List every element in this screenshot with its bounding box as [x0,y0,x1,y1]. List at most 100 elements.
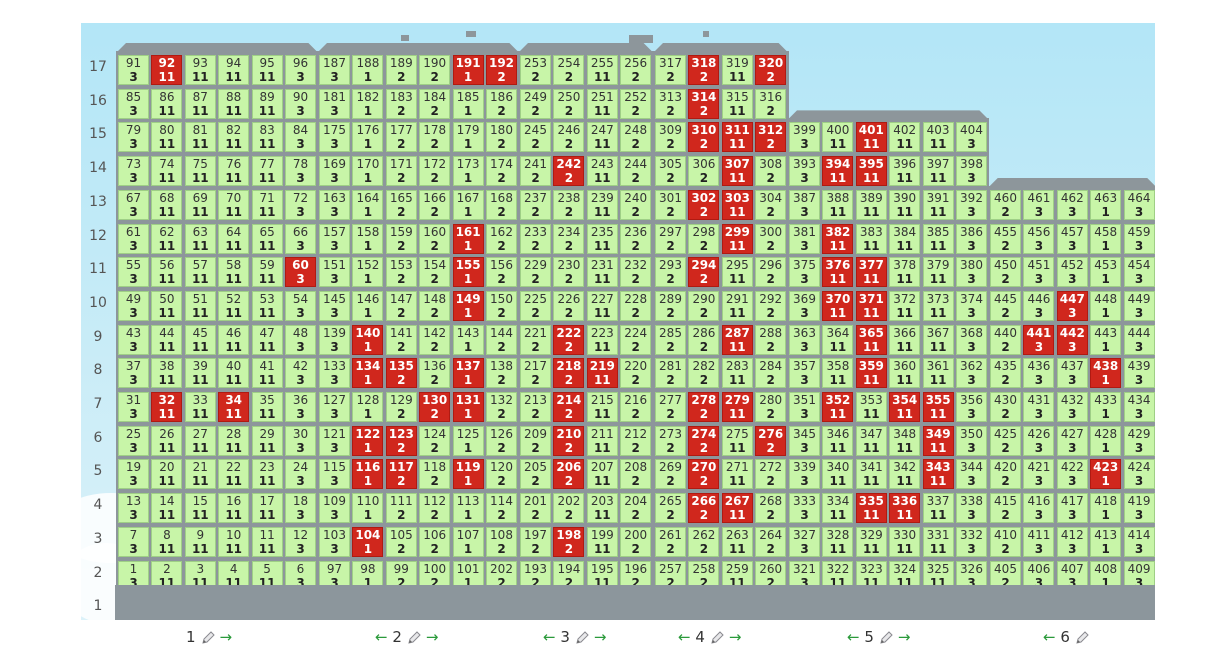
apartment-cell[interactable]: 404 3 [956,122,987,153]
apartment-cell[interactable]: 212 2 [620,425,652,456]
apartment-cell[interactable]: 391 11 [922,189,954,220]
apartment-cell[interactable]: 8 11 [151,526,183,557]
apartment-cell[interactable]: 430 2 [990,392,1021,422]
apartment-cell[interactable]: 345 3 [789,425,820,456]
apartment-cell[interactable]: 152 1 [352,257,384,288]
apartment-cell[interactable]: 48 3 [285,324,316,355]
apartment-cell[interactable]: 433 1 [1090,392,1122,422]
apartment-cell[interactable]: 71 11 [251,189,283,220]
apartment-cell[interactable]: 217 2 [520,358,551,389]
apartment-cell[interactable]: 179 1 [452,122,484,153]
apartment-cell[interactable]: 154 2 [419,257,451,288]
apartment-cell[interactable]: 113 1 [452,493,484,524]
apartment-cell[interactable]: 163 3 [319,189,350,220]
apartment-cell[interactable]: 339 3 [789,459,820,490]
apartment-cell[interactable]: 277 2 [655,392,686,422]
apartment-cell[interactable]: 328 11 [822,526,854,557]
apartment-cell[interactable]: 243 11 [586,156,618,187]
apartment-cell[interactable]: 308 2 [755,156,787,187]
apartment-cell[interactable]: 60 3 [285,257,316,288]
apartment-cell[interactable]: 216 2 [620,392,652,422]
apartment-cell[interactable]: 38 11 [151,358,183,389]
apartment-cell[interactable]: 67 3 [118,189,149,220]
apartment-cell[interactable]: 141 2 [385,324,417,355]
apartment-cell[interactable]: 139 3 [319,324,350,355]
prev-section-arrow[interactable]: ← [375,628,388,646]
next-section-arrow[interactable]: → [897,628,911,646]
apartment-cell[interactable]: 213 2 [520,392,551,422]
apartment-cell[interactable]: 200 2 [620,526,652,557]
apartment-cell[interactable]: 24 3 [285,459,316,490]
apartment-cell[interactable]: 337 11 [922,493,954,524]
apartment-cell[interactable]: 204 2 [620,493,652,524]
apartment-cell[interactable]: 464 3 [1123,189,1155,220]
apartment-cell[interactable]: 115 3 [319,459,350,490]
pencil-icon[interactable] [878,630,894,646]
apartment-cell[interactable]: 47 11 [251,324,283,355]
apartment-cell[interactable]: 184 2 [419,88,451,119]
apartment-cell[interactable]: 46 11 [218,324,250,355]
apartment-cell[interactable]: 103 3 [319,526,350,557]
apartment-cell[interactable]: 375 3 [789,257,820,288]
apartment-cell[interactable]: 77 11 [251,156,283,187]
apartment-cell[interactable]: 340 11 [822,459,854,490]
apartment-cell[interactable]: 14 11 [151,493,183,524]
pencil-icon[interactable] [406,630,422,646]
apartment-cell[interactable]: 237 2 [520,189,551,220]
apartment-cell[interactable]: 127 3 [319,392,350,422]
apartment-cell[interactable]: 54 3 [285,290,316,321]
apartment-cell[interactable]: 360 11 [889,358,921,389]
pencil-icon[interactable] [709,630,725,646]
apartment-cell[interactable]: 448 1 [1090,290,1122,321]
next-section-arrow[interactable]: → [219,628,233,646]
apartment-cell[interactable]: 207 11 [586,459,618,490]
apartment-cell[interactable]: 177 2 [385,122,417,153]
apartment-cell[interactable]: 420 2 [990,459,1021,490]
apartment-cell[interactable]: 273 2 [655,425,686,456]
apartment-cell[interactable]: 87 11 [184,88,216,119]
apartment-cell[interactable]: 142 2 [419,324,451,355]
apartment-cell[interactable]: 367 11 [922,324,954,355]
apartment-cell[interactable]: 435 2 [990,358,1021,389]
apartment-cell[interactable]: 208 2 [620,459,652,490]
apartment-cell[interactable]: 336 11 [889,493,921,524]
apartment-cell[interactable]: 458 1 [1090,223,1122,254]
apartment-cell[interactable]: 393 3 [789,156,820,187]
apartment-cell[interactable]: 108 2 [486,526,517,557]
apartment-cell[interactable]: 421 3 [1023,459,1055,490]
apartment-cell[interactable]: 457 3 [1056,223,1088,254]
apartment-cell[interactable]: 262 2 [688,526,720,557]
apartment-cell[interactable]: 55 3 [118,257,149,288]
apartment-cell[interactable]: 287 11 [721,324,753,355]
apartment-cell[interactable]: 389 11 [855,189,887,220]
apartment-cell[interactable]: 202 2 [553,493,585,524]
apartment-cell[interactable]: 365 11 [855,324,887,355]
apartment-cell[interactable]: 316 2 [755,88,787,119]
apartment-cell[interactable]: 203 11 [586,493,618,524]
apartment-cell[interactable]: 429 3 [1123,425,1155,456]
apartment-cell[interactable]: 232 2 [620,257,652,288]
apartment-cell[interactable]: 137 1 [452,358,484,389]
apartment-cell[interactable]: 320 2 [755,55,787,85]
apartment-cell[interactable]: 39 11 [184,358,216,389]
apartment-cell[interactable]: 199 11 [586,526,618,557]
apartment-cell[interactable]: 64 11 [218,223,250,254]
apartment-cell[interactable]: 9 11 [184,526,216,557]
apartment-cell[interactable]: 392 3 [956,189,987,220]
apartment-cell[interactable]: 171 2 [385,156,417,187]
prev-section-arrow[interactable]: ← [847,628,860,646]
apartment-cell[interactable]: 459 3 [1123,223,1155,254]
apartment-cell[interactable]: 41 11 [251,358,283,389]
apartment-cell[interactable]: 373 11 [922,290,954,321]
apartment-cell[interactable]: 50 11 [151,290,183,321]
apartment-cell[interactable]: 59 11 [251,257,283,288]
apartment-cell[interactable]: 300 2 [755,223,787,254]
prev-section-arrow[interactable]: ← [678,628,691,646]
apartment-cell[interactable]: 160 2 [419,223,451,254]
apartment-cell[interactable]: 65 11 [251,223,283,254]
apartment-cell[interactable]: 116 1 [352,459,384,490]
apartment-cell[interactable]: 427 3 [1056,425,1088,456]
apartment-cell[interactable]: 329 11 [855,526,887,557]
apartment-cell[interactable]: 210 2 [553,425,585,456]
